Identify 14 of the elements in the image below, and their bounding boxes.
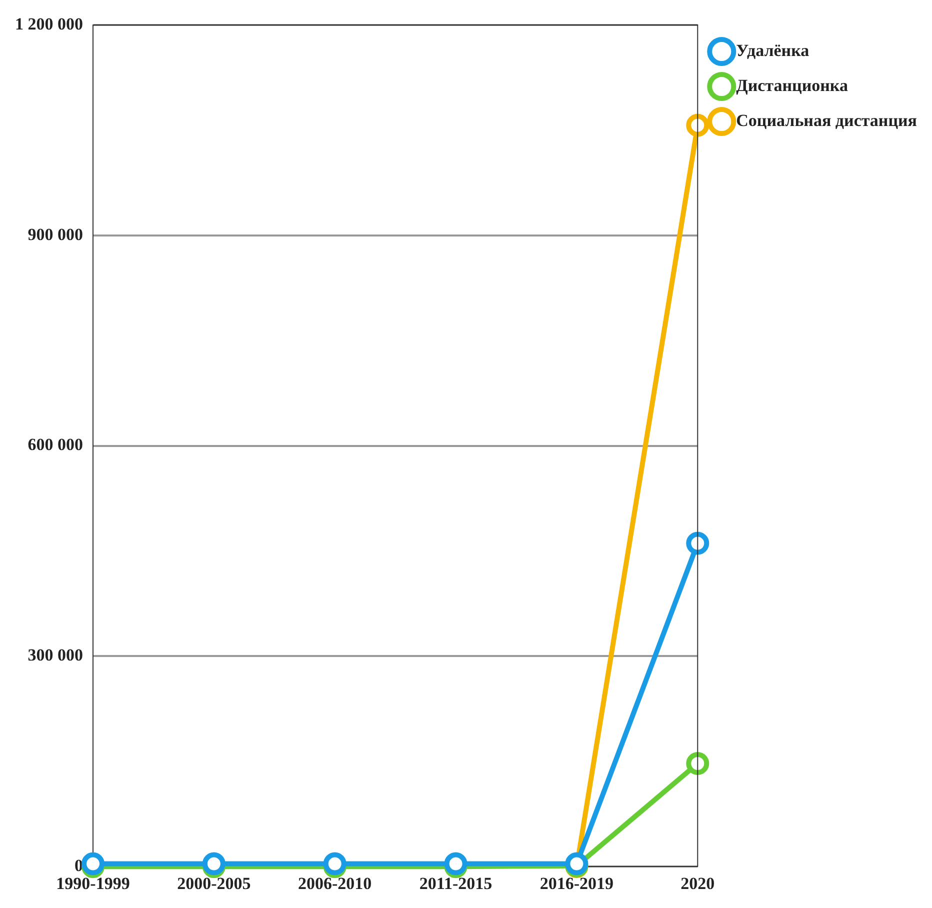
y-tick-label: 0 [74,856,83,875]
y-tick-label: 300 000 [28,646,83,665]
x-tick-label: 2000-2005 [177,874,251,894]
y-tick-label: 1 200 000 [15,14,83,34]
y-tick-label: 900 000 [28,224,83,244]
y-tick-label: 600 000 [28,435,83,454]
x-tick-label: 2016-2019 [540,874,614,894]
x-tick-label: 1990-1999 [56,874,130,894]
legend-label: Удалёнка [736,40,810,60]
x-tick-label: 2020 [680,874,715,894]
x-tick-label: 2006-2010 [298,874,372,894]
legend-label: Социальная дистанция [736,110,918,130]
x-tick-label: 2011-2015 [419,874,492,894]
legend-label: Дистанционка [736,76,848,95]
